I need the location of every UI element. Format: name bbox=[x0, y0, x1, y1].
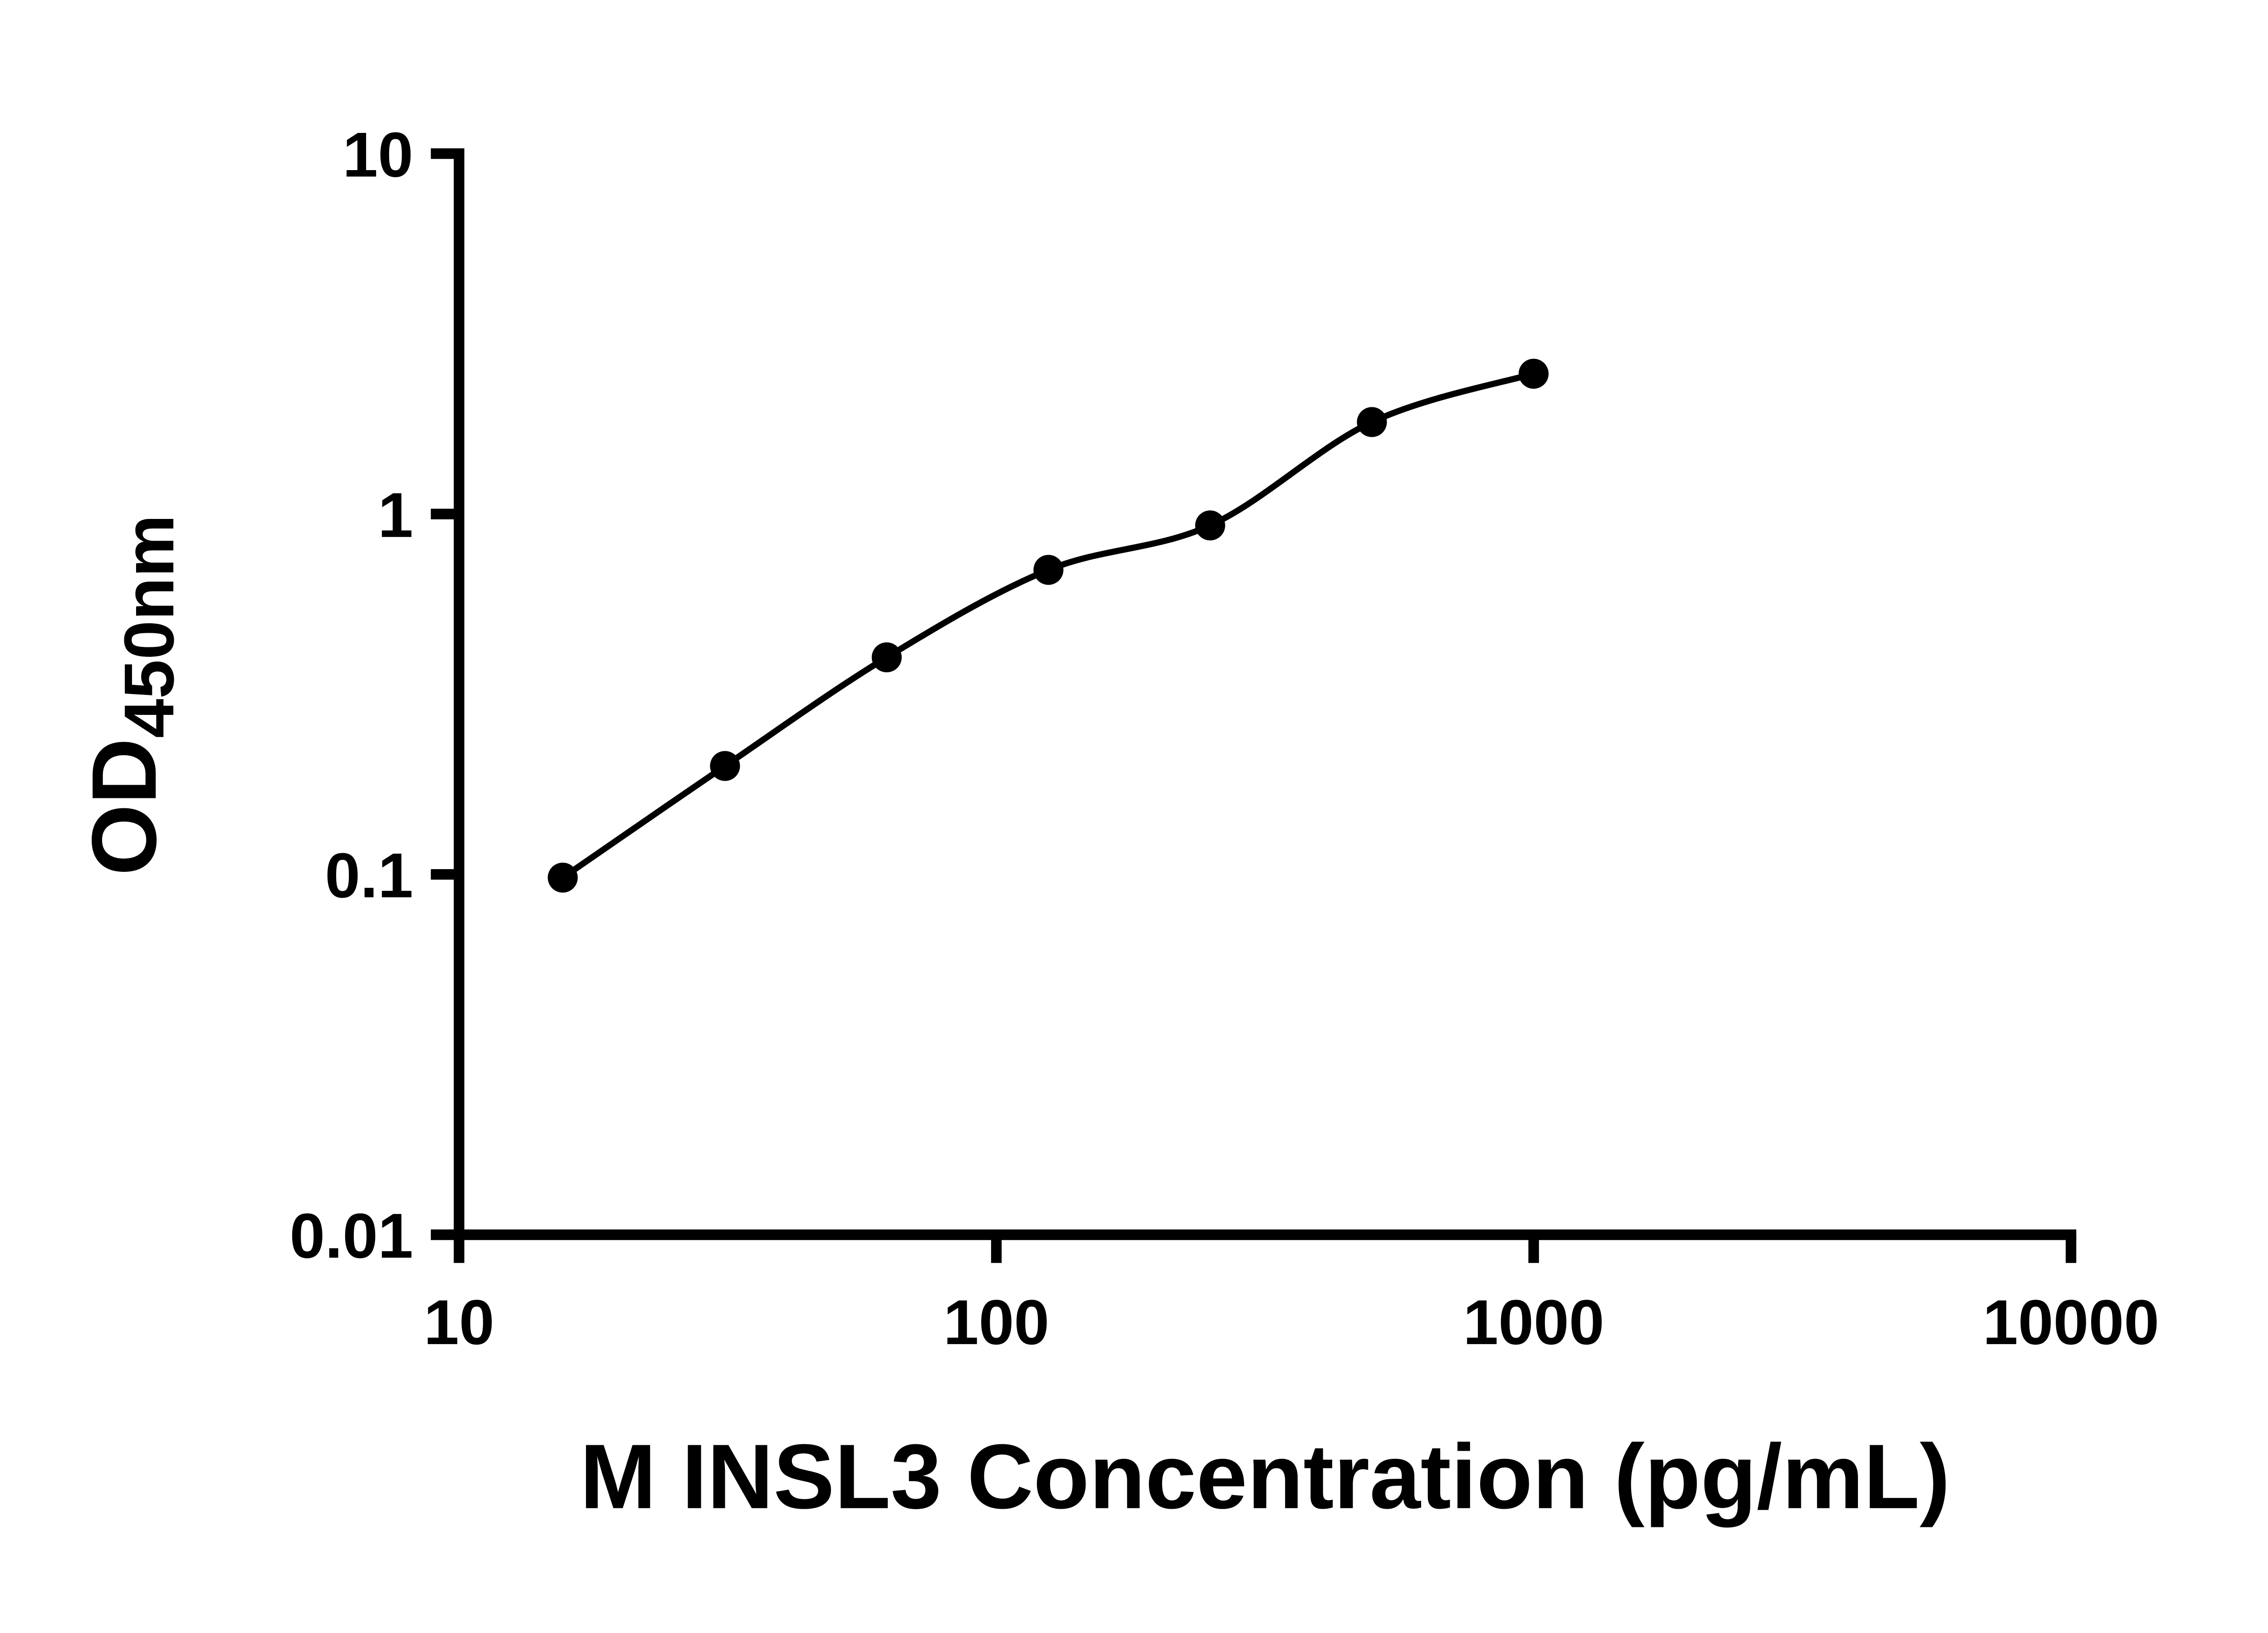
y-tick-label: 0.01 bbox=[290, 1200, 413, 1271]
data-point bbox=[871, 642, 902, 673]
y-tick-label: 10 bbox=[342, 119, 413, 190]
y-axis: 10 1 0.1 0.01 bbox=[290, 119, 464, 1271]
x-axis-title: M INSL3 Concentration (pg/mL) bbox=[580, 1425, 1950, 1528]
elisa-standard-curve-figure: 10 100 1000 10000 10 1 0.1 0.01 M INSL3 Concen… bbox=[18, 7, 2268, 1595]
data-point bbox=[1357, 407, 1387, 437]
data-point bbox=[547, 862, 578, 893]
x-tick-label: 1000 bbox=[1463, 1286, 1604, 1358]
chart-canvas: 10 100 1000 10000 10 1 0.1 0.01 M INSL3 Concen… bbox=[73, 119, 2159, 1528]
data-points bbox=[547, 358, 1549, 893]
y-tick-label: 0.1 bbox=[325, 840, 413, 911]
data-point bbox=[1033, 555, 1064, 585]
data-point bbox=[1195, 510, 1225, 541]
data-point bbox=[1518, 358, 1549, 389]
y-tick-label: 1 bbox=[378, 479, 413, 551]
x-axis: 10 100 1000 10000 bbox=[424, 1229, 2159, 1358]
y-axis-title-main: OD bbox=[73, 738, 175, 875]
x-tick-label: 100 bbox=[943, 1286, 1050, 1358]
y-axis-title: OD450nm bbox=[73, 514, 188, 875]
data-point bbox=[710, 751, 740, 781]
x-tick-label: 10000 bbox=[1983, 1286, 2159, 1358]
fit-curve-line bbox=[561, 371, 1535, 880]
x-tick-label: 10 bbox=[424, 1286, 494, 1358]
y-axis-title-sub: 450nm bbox=[109, 514, 188, 738]
